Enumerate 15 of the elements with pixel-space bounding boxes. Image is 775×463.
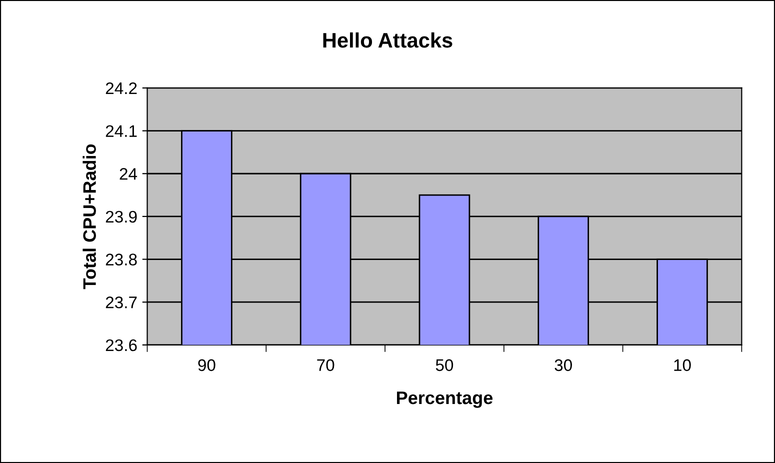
y-axis-title: Total CPU+Radio bbox=[82, 144, 96, 290]
x-tick-label: 90 bbox=[198, 359, 216, 372]
x-axis-title: Percentage bbox=[397, 392, 493, 408]
x-tick-label: 10 bbox=[674, 359, 691, 372]
y-tick-label: 23.9 bbox=[106, 210, 137, 223]
y-tick-label: 24.1 bbox=[106, 125, 137, 137]
x-tick-label: 50 bbox=[436, 359, 454, 372]
x-tick-label: 70 bbox=[317, 359, 334, 372]
y-tick-label: 23.6 bbox=[106, 339, 137, 352]
y-tick-label: 23.7 bbox=[106, 296, 137, 308]
chart-title: Hello Attacks bbox=[323, 32, 452, 48]
y-tick-label: 24 bbox=[120, 168, 138, 180]
y-tick-label: 23.8 bbox=[106, 254, 137, 266]
y-tick-label: 24.2 bbox=[106, 82, 137, 94]
x-tick-label: 30 bbox=[554, 359, 572, 372]
